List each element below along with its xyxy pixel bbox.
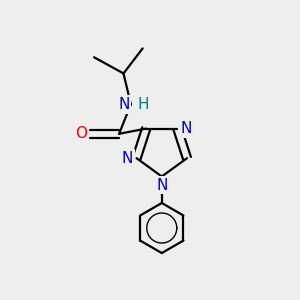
Text: N: N	[181, 121, 192, 136]
Text: N: N	[157, 178, 168, 193]
Text: N: N	[122, 151, 133, 166]
Text: H: H	[137, 97, 149, 112]
Text: N: N	[118, 97, 129, 112]
Text: O: O	[75, 126, 87, 141]
